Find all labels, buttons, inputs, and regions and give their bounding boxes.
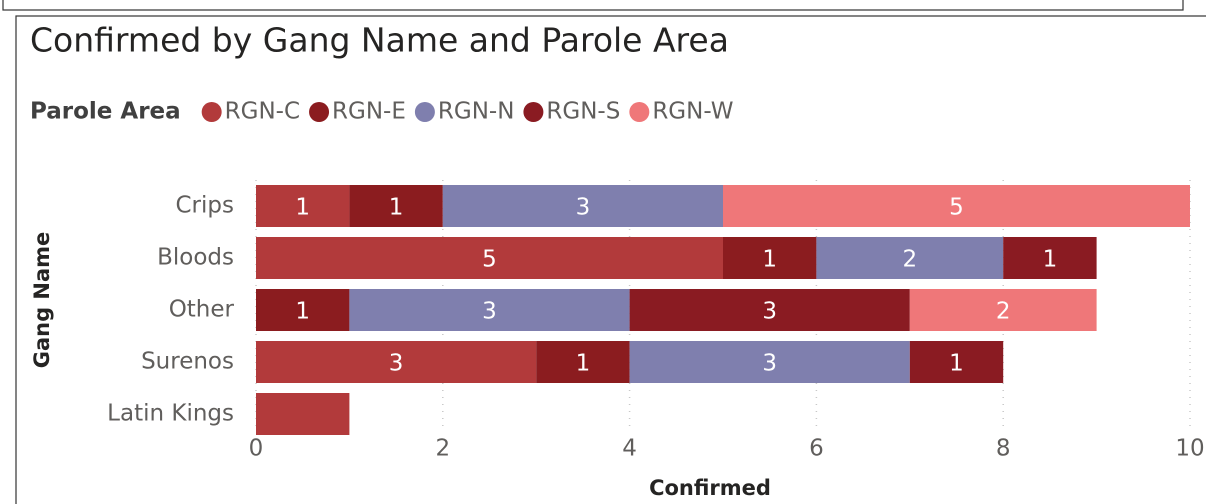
visual-border xyxy=(15,15,1206,504)
data-label: 1 xyxy=(762,247,777,273)
bar-segment xyxy=(723,237,817,279)
legend-label: RGN-W xyxy=(652,99,733,125)
bar-segment xyxy=(256,185,350,227)
data-label: 5 xyxy=(949,195,964,221)
x-tick-label: 0 xyxy=(249,436,264,462)
data-label: 5 xyxy=(482,247,497,273)
y-axis-title: Gang Name xyxy=(30,232,54,369)
data-label: 3 xyxy=(576,195,591,221)
legend-swatch xyxy=(201,102,222,122)
legend-swatch xyxy=(629,102,650,122)
bar-segment xyxy=(536,341,630,383)
bar-segment xyxy=(629,289,910,331)
bar-segment xyxy=(349,185,443,227)
data-label: 2 xyxy=(996,299,1011,325)
data-label: 3 xyxy=(762,351,777,377)
y-tick-label: Latin Kings xyxy=(107,401,234,427)
x-tick-label: 2 xyxy=(435,436,450,462)
bar-segment xyxy=(629,341,910,383)
chart-title: Confirmed by Gang Name and Parole Area xyxy=(30,21,729,60)
legend-label: RGN-N xyxy=(438,99,515,125)
legend-swatch xyxy=(309,102,330,122)
legend-swatch xyxy=(414,102,435,122)
bar-segment xyxy=(256,289,350,331)
data-label: 1 xyxy=(295,195,310,221)
data-label: 3 xyxy=(389,351,404,377)
y-tick-label: Crips xyxy=(176,193,235,219)
bar-segment xyxy=(723,185,1190,227)
x-tick-label: 8 xyxy=(996,436,1011,462)
top-frame xyxy=(2,0,1184,11)
bar-segment xyxy=(816,237,1004,279)
legend-title: Parole Area xyxy=(30,99,181,125)
legend-label: RGN-C xyxy=(225,99,300,125)
data-label: 3 xyxy=(762,299,777,325)
data-label: 2 xyxy=(902,247,917,273)
bar-segment xyxy=(442,185,723,227)
data-label: 1 xyxy=(389,195,404,221)
bar-segment xyxy=(1003,237,1097,279)
bar-segment xyxy=(909,341,1004,383)
legend-label: RGN-S xyxy=(546,99,620,125)
data-label: 3 xyxy=(482,299,497,325)
x-tick-label: 6 xyxy=(809,436,824,462)
x-tick-label: 4 xyxy=(622,436,637,462)
bar-segment xyxy=(349,289,630,331)
y-tick-label: Bloods xyxy=(157,245,234,271)
data-label: 1 xyxy=(1043,247,1058,273)
legend-swatch xyxy=(523,102,544,122)
y-tick-label: Other xyxy=(169,297,235,323)
bar-segment xyxy=(256,393,350,435)
bar-segment xyxy=(256,237,723,279)
x-tick-label: 10 xyxy=(1175,436,1204,462)
bar-segment xyxy=(909,289,1097,331)
data-label: 1 xyxy=(295,299,310,325)
legend-label: RGN-E xyxy=(332,99,406,125)
bar-segment xyxy=(256,341,537,383)
x-axis-title: Confirmed xyxy=(649,476,771,500)
data-label: 1 xyxy=(576,351,591,377)
data-label: 1 xyxy=(949,351,964,377)
y-tick-label: Surenos xyxy=(141,349,234,375)
